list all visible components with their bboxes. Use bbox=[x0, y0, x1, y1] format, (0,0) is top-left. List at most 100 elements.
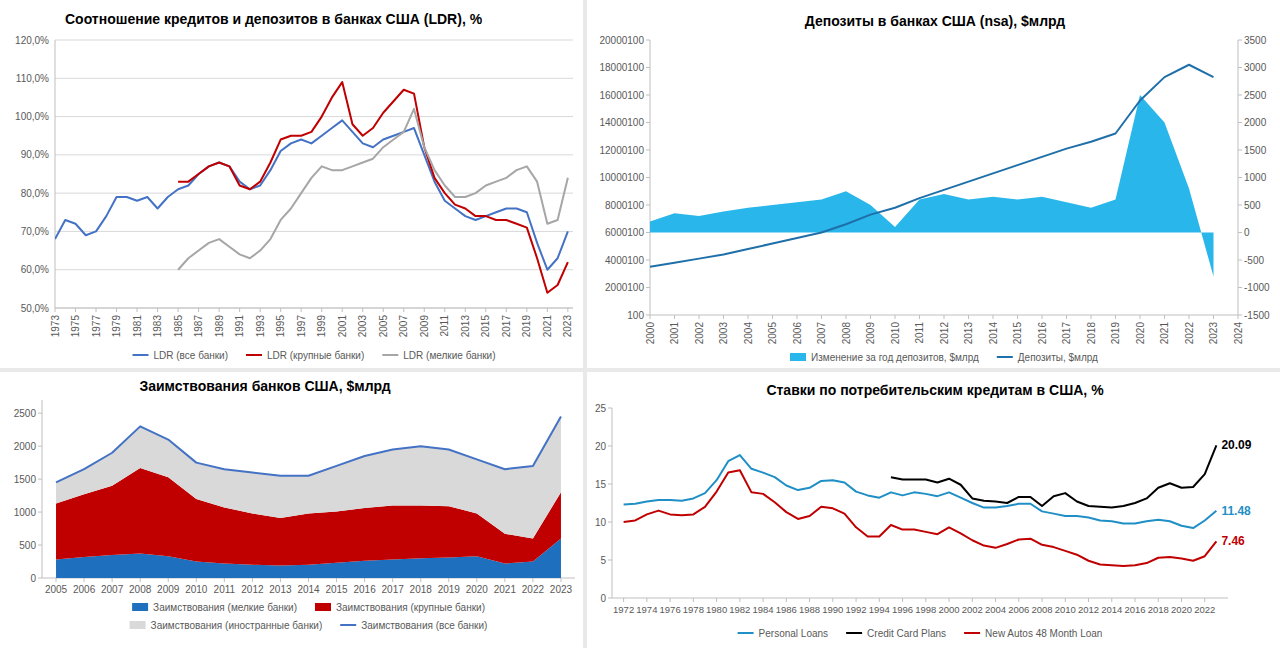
tick-label: 1976 bbox=[660, 604, 681, 615]
tick-label: 60,0% bbox=[21, 264, 49, 275]
tick-label: 1993 bbox=[255, 315, 266, 338]
tick-label: 2019 bbox=[438, 584, 461, 595]
legend-item: Заимствования (крупные банки) bbox=[315, 602, 485, 613]
area bbox=[650, 95, 1214, 277]
tick-label: 1991 bbox=[234, 315, 245, 338]
tick-label: 3500 bbox=[1244, 35, 1267, 46]
legend-label: LDR (мелкие банки) bbox=[403, 350, 495, 361]
tick-mark bbox=[157, 308, 158, 312]
legend-label: Депозиты, $млрд bbox=[1018, 352, 1098, 363]
legend-item: Депозиты, $млрд bbox=[997, 352, 1098, 363]
tick-label: 1992 bbox=[846, 604, 867, 615]
tick-mark bbox=[1238, 177, 1242, 178]
tick-label: 2000 bbox=[645, 322, 656, 345]
tick-label: 2018 bbox=[1086, 322, 1097, 345]
legend-label: LDR (крупные банки) bbox=[267, 350, 364, 361]
legend-swatch bbox=[846, 632, 862, 634]
line bbox=[56, 416, 561, 482]
tick-label: -1000 bbox=[1244, 282, 1270, 293]
tick-mark bbox=[560, 578, 561, 582]
tick-mark bbox=[567, 308, 568, 312]
tick-mark bbox=[993, 315, 994, 319]
tick-mark bbox=[821, 315, 822, 319]
tick-mark bbox=[1091, 315, 1092, 319]
grid-line bbox=[55, 231, 573, 232]
tick-mark bbox=[797, 315, 798, 319]
legend-item: New Autos 48 Month Loan bbox=[964, 628, 1102, 639]
annotation: 11.48 bbox=[1221, 504, 1251, 518]
tick-label: 100,0% bbox=[15, 111, 49, 122]
tick-mark bbox=[116, 308, 117, 312]
tick-label: 8000100 bbox=[605, 200, 644, 211]
tick-label: -500 bbox=[1244, 255, 1264, 266]
tick-mark bbox=[646, 598, 647, 602]
panel bbox=[0, 372, 583, 648]
tick-mark bbox=[420, 578, 421, 582]
tick-mark bbox=[178, 308, 179, 312]
tick-mark bbox=[252, 578, 253, 582]
legend-swatch bbox=[132, 603, 148, 611]
annotation: 20.09 bbox=[1221, 438, 1251, 452]
tick-label: 3000 bbox=[1244, 62, 1267, 73]
legend-swatch bbox=[382, 354, 398, 356]
legend-swatch bbox=[997, 356, 1013, 358]
tick-mark bbox=[895, 315, 896, 319]
tick-mark bbox=[786, 598, 787, 602]
tick-mark bbox=[1238, 315, 1239, 319]
legend-item: Изменение за год депозитов, $млрд bbox=[790, 352, 979, 363]
legend-item: LDR (все банки) bbox=[133, 350, 229, 361]
tick-label: 1500 bbox=[1244, 145, 1267, 156]
line bbox=[178, 82, 568, 293]
tick-mark bbox=[75, 308, 76, 312]
legend-item: LDR (крупные банки) bbox=[246, 350, 364, 361]
tick-label: 20000100 bbox=[600, 35, 645, 46]
tick-label: 2023 bbox=[562, 315, 573, 338]
tick-label: 2500 bbox=[14, 408, 37, 419]
tick-mark bbox=[38, 413, 42, 414]
panel bbox=[587, 372, 1280, 648]
tick-label: 2010 bbox=[1055, 604, 1076, 615]
tick-label: 100 bbox=[627, 310, 644, 321]
legend-label: LDR (все банки) bbox=[154, 350, 229, 361]
legend-swatch bbox=[315, 603, 331, 611]
legend-swatch bbox=[130, 621, 146, 629]
tick-label: 2006 bbox=[1008, 604, 1029, 615]
tick-label: 2008 bbox=[1031, 604, 1052, 615]
tick-label: 2010 bbox=[185, 584, 208, 595]
tick-label: 2016 bbox=[1124, 604, 1145, 615]
legend: LDR (все банки) LDR (крупные банки) LDR (м… bbox=[133, 350, 496, 361]
tick-label: 2002 bbox=[962, 604, 983, 615]
tick-mark bbox=[112, 578, 113, 582]
tick-mark bbox=[364, 578, 365, 582]
tick-mark bbox=[1204, 598, 1205, 602]
tick-mark bbox=[944, 315, 945, 319]
legend-swatch bbox=[133, 354, 149, 356]
tick-label: 90,0% bbox=[21, 149, 49, 160]
chart: Соотношение кредитов и депозитов в банка… bbox=[0, 0, 583, 368]
tick-mark bbox=[140, 578, 141, 582]
legend-label: Personal Loans bbox=[759, 628, 829, 639]
tick-mark bbox=[670, 598, 671, 602]
tick-label: 2017 bbox=[501, 315, 512, 338]
tick-label: 2500 bbox=[1244, 90, 1267, 101]
tick-mark bbox=[301, 308, 302, 312]
tick-mark bbox=[465, 308, 466, 312]
x-axis bbox=[612, 598, 1228, 599]
tick-mark bbox=[1066, 315, 1067, 319]
tick-mark bbox=[336, 578, 337, 582]
tick-label: 2012 bbox=[939, 322, 950, 345]
tick-label: 1982 bbox=[729, 604, 750, 615]
tick-mark bbox=[646, 150, 650, 151]
legend: Personal LoansCredit Card PlansNew Autos… bbox=[738, 628, 1103, 639]
tick-label: 1999 bbox=[316, 315, 327, 338]
tick-label: 2014 bbox=[297, 584, 320, 595]
tick-mark bbox=[1238, 150, 1242, 151]
tick-mark bbox=[383, 308, 384, 312]
plot bbox=[624, 445, 1217, 566]
tick-mark bbox=[608, 446, 612, 447]
tick-label: 2005 bbox=[378, 315, 389, 338]
plot bbox=[56, 416, 561, 578]
plot bbox=[650, 65, 1214, 277]
tick-mark bbox=[1065, 598, 1066, 602]
legend-swatch bbox=[964, 632, 980, 634]
